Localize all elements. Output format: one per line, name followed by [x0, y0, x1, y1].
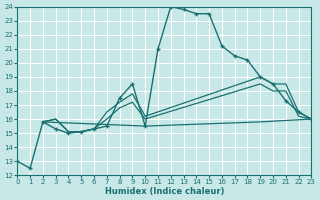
X-axis label: Humidex (Indice chaleur): Humidex (Indice chaleur)	[105, 187, 224, 196]
